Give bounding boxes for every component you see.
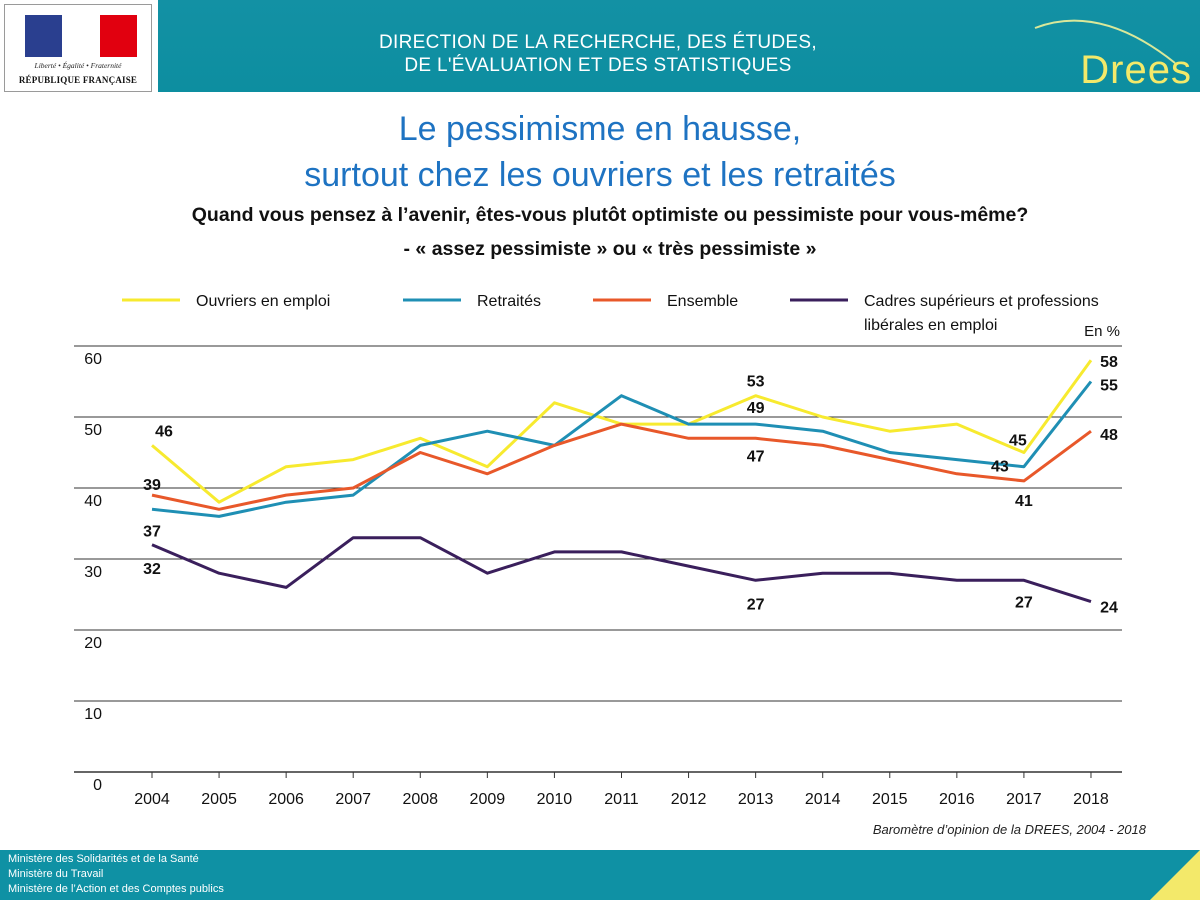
page-title-line2: surtout chez les ouvriers et les retrait… [304, 156, 896, 194]
footer: Ministère des Solidarités et de la Santé… [0, 850, 1200, 900]
x-tick-label: 2012 [671, 791, 707, 808]
corner-triangle-icon [1150, 850, 1200, 900]
legend-label-0: Ouvriers en emploi [196, 293, 330, 310]
data-label: 46 [155, 423, 173, 440]
footer-ministry-1: Ministère des Solidarités et de la Santé [8, 853, 199, 865]
drees-arc-icon [1034, 19, 1176, 64]
data-label: 39 [143, 477, 161, 494]
x-tick-label: 2017 [1006, 791, 1042, 808]
data-label: 43 [991, 459, 1009, 476]
data-label: 27 [747, 596, 765, 613]
x-tick-label: 2006 [268, 791, 304, 808]
x-tick-label: 2004 [134, 791, 170, 808]
x-tick-label: 2005 [201, 791, 237, 808]
x-tick-label: 2014 [805, 791, 841, 808]
header-band: DIRECTION DE LA RECHERCHE, DES ÉTUDES, D… [158, 0, 1200, 92]
republique-label: RÉPUBLIQUE FRANÇAISE [18, 75, 138, 85]
data-label: 37 [143, 523, 161, 540]
data-label: 45 [1009, 433, 1027, 450]
data-label: 58 [1100, 354, 1118, 371]
x-tick-label: 2009 [470, 791, 506, 808]
direction-line2: DE L'ÉVALUATION ET DES STATISTIQUES [404, 55, 792, 76]
x-tick-label: 2010 [537, 791, 573, 808]
data-label: 48 [1100, 427, 1118, 444]
y-tick-label: 10 [84, 706, 102, 723]
direction-line1: DIRECTION DE LA RECHERCHE, DES ÉTUDES, [379, 32, 817, 53]
data-label: 27 [1015, 594, 1033, 611]
series-line-0 [151, 359, 1093, 504]
x-tick-label: 2013 [738, 791, 774, 808]
y-tick-label: 0 [93, 777, 102, 794]
flag-icon [25, 15, 137, 57]
data-label: 41 [1015, 493, 1033, 510]
y-tick-label: 40 [84, 493, 102, 510]
y-tick-label: 20 [84, 635, 102, 652]
series-line-1 [151, 380, 1093, 518]
question-line1: Quand vous pensez à l’avenir, êtes-vous … [191, 204, 1029, 226]
chart-source: Baromètre d’opinion de la DREES, 2004 - … [872, 822, 1146, 837]
y-tick-label: 30 [84, 564, 102, 581]
x-tick-label: 2008 [402, 791, 438, 808]
x-tick-label: 2018 [1073, 791, 1109, 808]
page-title-line1: Le pessimisme en hausse, [398, 110, 802, 148]
footer-ministry-2: Ministère du Travail [8, 868, 104, 880]
header: Liberté • Égalité • Fraternité RÉPUBLIQU… [0, 0, 1200, 96]
legend-label-2: Ensemble [667, 293, 738, 310]
drees-logo: Drees [1080, 48, 1192, 92]
data-label: 24 [1100, 600, 1118, 617]
x-tick-label: 2016 [939, 791, 975, 808]
x-tick-label: 2015 [872, 791, 908, 808]
unit-label: En % [1084, 323, 1120, 340]
legend-label-1: Retraités [477, 293, 541, 310]
y-tick-label: 50 [84, 422, 102, 439]
data-label: 53 [747, 374, 765, 391]
motto: Liberté • Égalité • Fraternité [34, 61, 122, 70]
question-line2: - « assez pessimiste » ou « très pessimi… [403, 238, 817, 260]
legend-label-3-line2: libérales en emploi [864, 317, 997, 334]
x-tick-label: 2011 [604, 791, 639, 808]
series-line-3 [151, 536, 1092, 604]
footer-ministry-3: Ministère de l’Action et des Comptes pub… [8, 883, 224, 895]
data-label: 55 [1100, 378, 1118, 395]
data-label: 47 [747, 448, 765, 465]
data-label: 49 [747, 400, 765, 417]
line-chart: 0 10 20 30 40 50 60 2004 2005 2006 2007 2008 2009 201… [74, 293, 1122, 808]
y-tick-label: 60 [84, 351, 102, 368]
legend-label-3: Cadres supérieurs et professions [864, 293, 1099, 310]
marianne-logo: Liberté • Égalité • Fraternité RÉPUBLIQU… [4, 4, 152, 92]
x-tick-label: 2007 [335, 791, 371, 808]
series-line-2 [151, 422, 1092, 511]
data-label: 32 [143, 561, 161, 578]
